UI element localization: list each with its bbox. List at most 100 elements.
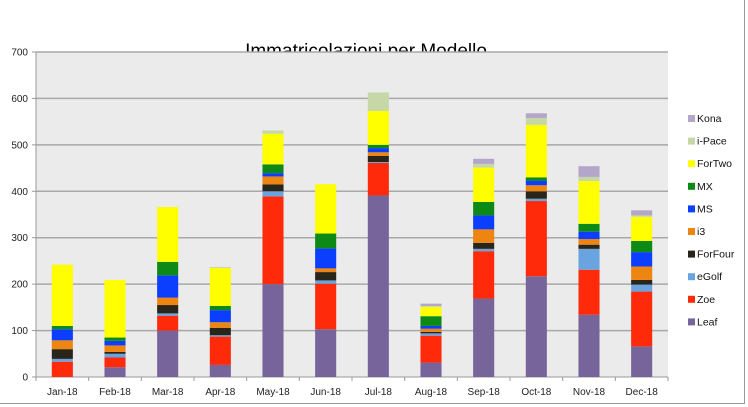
x-tick-label: Apr-18 — [205, 387, 235, 398]
bar-segment-zoe-jul-18 — [367, 162, 389, 196]
bar-segment-i3-mar-18 — [157, 297, 179, 306]
legend-swatch-zoe — [688, 295, 695, 303]
bar-segment-leaf-may-18 — [262, 284, 284, 377]
bar-segment-zoe-jun-18 — [315, 283, 337, 330]
bar-segment-zoe-feb-18 — [104, 357, 126, 368]
bar-segment-mx-sep-18 — [473, 201, 495, 216]
legend-swatch-egolf — [688, 273, 695, 281]
x-tick-label: Aug-18 — [415, 387, 448, 398]
bar-segment-i3-oct-18 — [525, 185, 547, 192]
bar-segment-forfour-apr-18 — [209, 327, 231, 336]
legend-label-mx: MX — [697, 181, 713, 193]
bar-segment-i-pace-aug-18 — [420, 305, 442, 307]
bar-segment-i3-jun-18 — [315, 268, 337, 273]
bar-segment-fortwo-nov-18 — [578, 181, 600, 224]
bar-segment-i-pace-dec-18 — [631, 215, 653, 217]
bar-segment-leaf-feb-18 — [104, 367, 126, 377]
bar-segment-forfour-aug-18 — [420, 331, 442, 334]
bar-segment-zoe-nov-18 — [578, 269, 600, 315]
y-tick-label: 0 — [22, 373, 28, 384]
x-tick-label: Jun-18 — [310, 387, 341, 398]
bar-segment-egolf-mar-18 — [157, 313, 179, 316]
bar-segment-ms-may-18 — [262, 173, 284, 177]
x-tick-label: Sep-18 — [468, 387, 501, 398]
bar-segment-mx-aug-18 — [420, 316, 442, 326]
bar-segment-i-pace-nov-18 — [578, 176, 600, 182]
bar-segment-egolf-feb-18 — [104, 353, 126, 358]
bar-segment-forfour-dec-18 — [631, 279, 653, 285]
bar-segment-ms-mar-18 — [157, 275, 179, 298]
x-tick-label: Jan-18 — [47, 387, 78, 398]
legend-swatch-ms — [688, 205, 695, 213]
x-tick-label: Jul-18 — [365, 387, 393, 398]
x-tick-label: Feb-18 — [99, 387, 131, 398]
bar-segment-ms-nov-18 — [578, 231, 600, 240]
bar-segment-ms-jul-18 — [367, 148, 389, 153]
bar-segment-egolf-jul-18 — [367, 162, 389, 163]
legend-swatch-fortwo — [688, 160, 695, 168]
bar-segment-forfour-feb-18 — [104, 351, 126, 354]
bar-segment-ms-jan-18 — [51, 329, 73, 341]
bar-segment-forfour-jan-18 — [51, 349, 73, 359]
bar-segment-forfour-nov-18 — [578, 244, 600, 249]
bar-segment-ms-aug-18 — [420, 325, 442, 329]
legend-label-egolf: eGolf — [697, 271, 722, 283]
x-tick-label: Oct-18 — [521, 387, 551, 398]
bar-segment-fortwo-apr-18 — [209, 267, 231, 306]
bar-segment-i3-feb-18 — [104, 345, 126, 352]
bar-segment-zoe-mar-18 — [157, 315, 179, 331]
bar-segment-mx-jun-18 — [315, 233, 337, 249]
bar-segment-mx-apr-18 — [209, 305, 231, 311]
bar-segment-forfour-sep-18 — [473, 242, 495, 249]
bar-segment-ms-dec-18 — [631, 252, 653, 267]
bar-segment-fortwo-mar-18 — [157, 207, 179, 262]
bar-segment-forfour-jun-18 — [315, 272, 337, 281]
bar-segment-kona-dec-18 — [631, 210, 653, 216]
bar-segment-fortwo-oct-18 — [525, 124, 547, 178]
legend-swatch-forfour — [688, 250, 695, 258]
bar-segment-mx-mar-18 — [157, 261, 179, 276]
bar-segment-egolf-apr-18 — [209, 335, 231, 337]
bar-segment-leaf-sep-18 — [473, 298, 495, 377]
bar-segment-kona-oct-18 — [525, 113, 547, 118]
y-tick-label: 200 — [11, 280, 28, 291]
x-tick-label: Mar-18 — [152, 387, 184, 398]
bar-segment-i3-nov-18 — [578, 239, 600, 245]
legend-swatch-i-pace — [688, 137, 695, 145]
bar-segment-fortwo-feb-18 — [104, 279, 126, 338]
plot-area: 0 100 200 300 400 500 600 700 Jan-18 Feb-18 Mar-18… — [11, 48, 669, 398]
plot-background — [36, 52, 668, 377]
legend-swatch-i3 — [688, 228, 695, 235]
x-tick-label: Nov-18 — [573, 387, 606, 398]
bar-segment-i-pace-oct-18 — [525, 117, 547, 125]
bar-segment-leaf-jun-18 — [315, 329, 337, 377]
bar-segment-i3-dec-18 — [631, 266, 653, 280]
bar-segment-leaf-oct-18 — [525, 276, 547, 377]
bar-segment-zoe-jan-18 — [51, 361, 73, 377]
bar-segment-forfour-oct-18 — [525, 191, 547, 199]
bar-segment-mx-feb-18 — [104, 337, 126, 341]
legend-label-ms: MS — [697, 203, 713, 215]
bar-segment-fortwo-jun-18 — [315, 184, 337, 234]
bar-segment-zoe-oct-18 — [525, 201, 547, 277]
bar-segment-ms-jun-18 — [315, 248, 337, 269]
bar-segment-leaf-aug-18 — [420, 362, 442, 377]
y-tick-label: 700 — [11, 48, 28, 59]
x-tick-label: May-18 — [256, 387, 290, 398]
legend: Kona i-Pace ForTwo MX MS i3 ForFour eGolf Zoe Lea… — [688, 113, 735, 328]
bar-segment-egolf-jun-18 — [315, 280, 337, 284]
legend-label-fortwo: ForTwo — [697, 158, 732, 170]
bar-segment-ms-feb-18 — [104, 340, 126, 346]
bar-segment-zoe-aug-18 — [420, 335, 442, 363]
legend-label-kona: Kona — [697, 113, 722, 125]
bar-segment-fortwo-sep-18 — [473, 167, 495, 202]
legend-label-i3: i3 — [697, 226, 705, 238]
bar-segment-zoe-sep-18 — [473, 251, 495, 299]
legend-label-i-pace: i-Pace — [697, 136, 727, 148]
bar-segment-zoe-dec-18 — [631, 291, 653, 347]
y-tick-label: 500 — [11, 140, 28, 151]
bar-segment-i-pace-jul-18 — [367, 92, 389, 111]
legend-label-leaf: Leaf — [697, 316, 718, 328]
bar-segment-i3-sep-18 — [473, 229, 495, 243]
bar-segment-fortwo-jul-18 — [367, 110, 389, 145]
